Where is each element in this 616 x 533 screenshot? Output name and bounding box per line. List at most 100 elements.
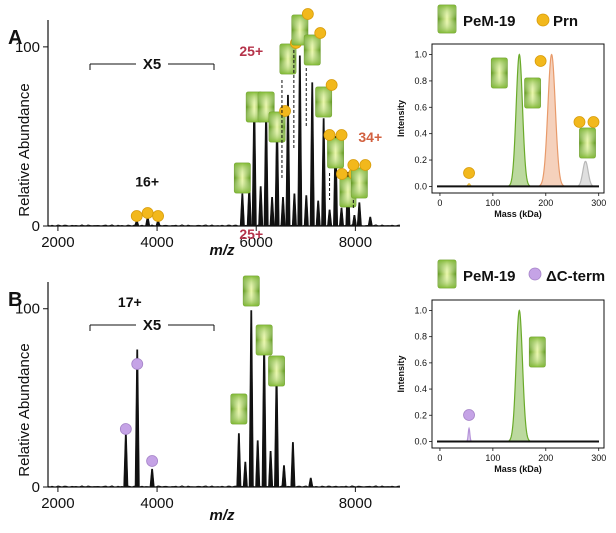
y-axis-title-a: Relative Abundance (16, 83, 33, 216)
prn-icon (335, 129, 348, 141)
prn-icon (301, 8, 314, 20)
pem19-icon (255, 324, 273, 356)
pem19-icon (437, 259, 457, 289)
x-tick-label: 8000 (339, 495, 372, 512)
spectrum-peak (338, 207, 345, 227)
inset-x-tick-label: 200 (538, 453, 553, 463)
spectrum-peak (308, 477, 314, 488)
pem19-icon (490, 57, 508, 89)
inset-peak (506, 309, 533, 443)
inset-x-tick-label: 200 (538, 198, 553, 208)
inset-y-tick-label: 0.0 (414, 181, 427, 191)
prn-icon (314, 27, 327, 39)
pem19-icon (524, 77, 542, 109)
spectrum-peak (242, 461, 248, 488)
inset-y-tick-label: 0.4 (414, 384, 427, 394)
spectrum-peak (297, 55, 303, 227)
charge-state-label: 25+ (239, 43, 263, 59)
prn-icon (534, 55, 547, 67)
pem19-icon (230, 393, 248, 425)
spectrum-peak (149, 468, 155, 488)
inset-legend-a: PeM-19 Prn (437, 4, 578, 34)
inset-x-tick-label: 0 (437, 453, 442, 463)
y-tick-label: 100 (15, 39, 40, 56)
prn-icon (359, 159, 372, 171)
spectrum-peak (321, 118, 327, 227)
prn-icon (325, 79, 338, 91)
spectrum-peak (123, 433, 129, 488)
x-tick-label: 6000 (240, 234, 273, 251)
x-tick-label: 2000 (41, 234, 74, 251)
x-axis-title-b: m/z (209, 507, 235, 524)
panel-a: A Relative Abundance m/z X5 2000 4000 6000… (8, 4, 606, 259)
pem19-icon (350, 167, 368, 199)
prn-icon (323, 129, 336, 141)
spectrum-peak (356, 202, 362, 227)
legend-label-pem19-b: PeM-19 (463, 268, 516, 285)
prn-icon (587, 116, 600, 128)
x-tick-label: 8000 (339, 234, 372, 251)
inset-y-tick-label: 0.6 (414, 102, 427, 112)
spectrum-peak (261, 340, 267, 488)
inset-x-axis-title: Mass (kDa) (494, 209, 542, 219)
pem19-icon (327, 137, 344, 169)
inset-y-tick-label: 1.0 (414, 305, 427, 315)
spectrum-icons-a (130, 8, 372, 222)
inset-y-tick-label: 0.2 (414, 155, 427, 165)
inset-y-tick-label: 0.2 (414, 410, 427, 420)
charge-state-label: 25+ (239, 226, 263, 242)
pem19-icon (233, 162, 251, 194)
spectrum-peak (281, 465, 287, 488)
legend-label-cterm: ΔC-term (546, 268, 605, 285)
inset-x-tick-label: 300 (591, 198, 606, 208)
x-tick-label: 2000 (41, 495, 74, 512)
y-tick-label: 0 (32, 479, 40, 496)
zoom-label-b: X5 (143, 317, 161, 334)
prn-icon (536, 13, 550, 27)
spectrum-peak (367, 216, 373, 227)
spectrum-peak (268, 451, 274, 488)
inset-y-tick-label: 1.0 (414, 50, 427, 60)
inset-legend-b: PeM-19 ΔC-term (437, 259, 605, 289)
x-axis-title-a: m/z (209, 242, 235, 259)
y-tick-label: 0 (32, 218, 40, 235)
spectrum-peak (236, 433, 242, 488)
zoom-bracket-a: X5 (89, 56, 215, 73)
x-tick-label: 4000 (140, 234, 173, 251)
zoom-label-a: X5 (143, 56, 161, 73)
spectrum-peak (327, 209, 333, 227)
spectrum-peak (274, 370, 280, 488)
panel-label-b: B (8, 289, 22, 311)
pem19-icon (242, 275, 260, 307)
inset-x-tick-label: 0 (437, 198, 442, 208)
charge-state-label: 17+ (118, 294, 142, 310)
cterm-icon (463, 409, 475, 421)
inset-y-tick-label: 0.4 (414, 129, 427, 139)
pem19-icon (437, 4, 457, 34)
spectrum-peak (258, 186, 264, 227)
spectrum-peak (255, 440, 261, 488)
pem19-icon (303, 34, 321, 66)
inset-peak (536, 53, 568, 188)
inset-y-axis-title: Intensity (396, 355, 406, 392)
baseline-noise (47, 485, 401, 488)
spectrum-peak (291, 193, 297, 227)
legend-label-prn: Prn (553, 13, 578, 30)
y-tick-label: 100 (15, 301, 40, 318)
prn-icon (573, 116, 586, 128)
prn-icon (130, 210, 143, 222)
spectrum-icons-b (119, 275, 285, 467)
spectrum-peak (309, 82, 315, 227)
cterm-icon (528, 267, 542, 281)
prn-icon (141, 207, 154, 219)
spectrum-peak (269, 197, 275, 227)
spectrum-peak (290, 442, 296, 488)
spectrum-peak (263, 105, 269, 227)
cterm-icon (119, 423, 132, 435)
prn-icon (463, 167, 475, 179)
inset-x-tick-label: 300 (591, 453, 606, 463)
inset-y-tick-label: 0.6 (414, 358, 427, 368)
panel-b: B Relative Abundance m/z X5 2000 4000 8000… (8, 226, 606, 524)
inset-mass-a: 0.0 0.2 0.4 0.6 0.8 1.0 0 100 200 300 Mass (kDa) In… (396, 43, 606, 219)
